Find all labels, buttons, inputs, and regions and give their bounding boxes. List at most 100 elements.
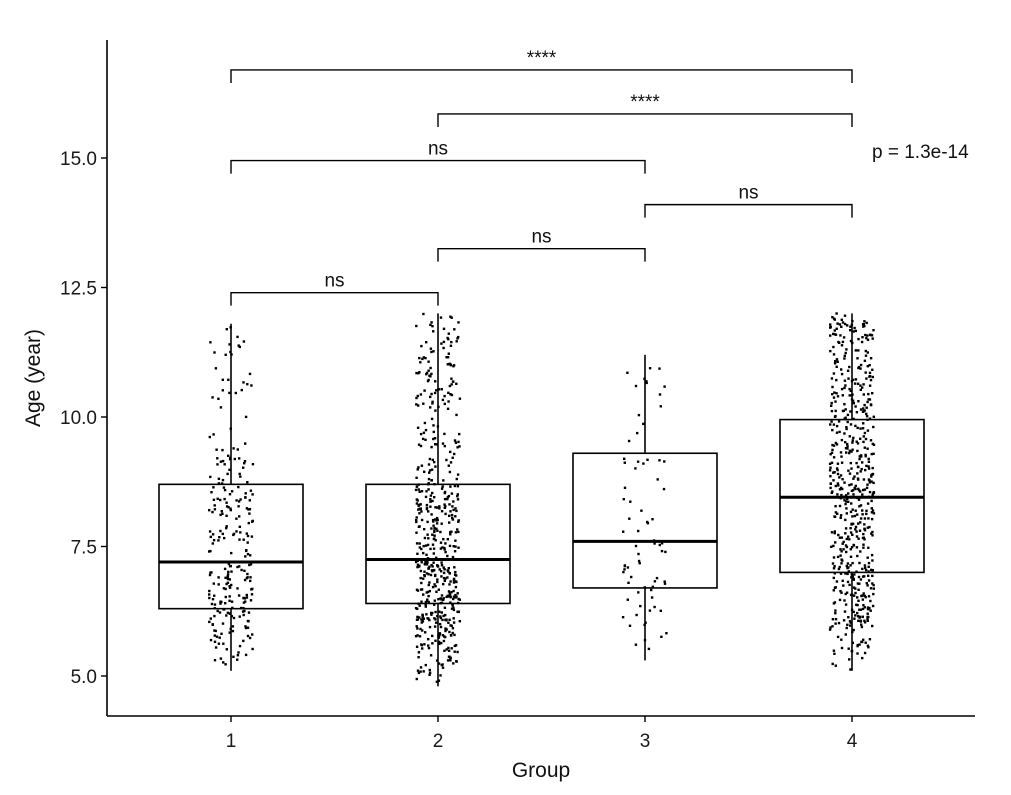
data-point bbox=[851, 515, 854, 518]
data-point bbox=[221, 389, 224, 392]
data-point bbox=[419, 627, 422, 631]
data-point bbox=[857, 498, 861, 501]
data-point bbox=[438, 505, 441, 508]
data-point bbox=[850, 546, 854, 549]
data-point bbox=[846, 420, 849, 424]
data-point bbox=[250, 535, 254, 538]
data-point bbox=[839, 516, 842, 519]
data-point bbox=[868, 479, 871, 482]
data-point bbox=[851, 522, 855, 525]
data-point bbox=[433, 603, 436, 606]
data-point bbox=[635, 613, 638, 617]
data-point bbox=[863, 606, 866, 609]
data-point bbox=[220, 482, 224, 485]
data-point bbox=[446, 356, 450, 359]
data-point bbox=[832, 576, 835, 580]
data-point bbox=[439, 541, 443, 544]
data-point bbox=[436, 578, 439, 581]
data-point bbox=[416, 669, 420, 672]
data-point bbox=[436, 529, 439, 532]
data-point bbox=[664, 550, 667, 554]
data-point bbox=[431, 325, 434, 328]
data-point bbox=[429, 500, 432, 503]
data-point bbox=[623, 568, 626, 571]
data-point bbox=[869, 587, 873, 590]
data-point bbox=[637, 413, 641, 417]
data-point bbox=[866, 429, 870, 432]
data-point bbox=[238, 345, 241, 349]
data-point bbox=[444, 505, 447, 508]
data-point bbox=[433, 526, 436, 530]
data-point bbox=[846, 413, 850, 417]
data-point bbox=[831, 448, 834, 452]
data-point bbox=[217, 477, 221, 480]
data-point bbox=[442, 479, 445, 482]
data-point bbox=[830, 531, 834, 534]
data-point bbox=[440, 342, 443, 345]
data-point bbox=[447, 400, 450, 403]
data-point bbox=[453, 633, 456, 637]
data-point bbox=[650, 596, 654, 599]
data-point bbox=[415, 542, 419, 545]
data-point bbox=[244, 653, 248, 657]
data-point bbox=[247, 521, 250, 525]
data-point bbox=[871, 509, 875, 512]
data-point bbox=[434, 465, 437, 468]
data-point bbox=[415, 588, 419, 591]
data-point bbox=[871, 574, 874, 578]
data-point bbox=[430, 527, 433, 530]
data-point bbox=[832, 372, 836, 375]
data-point bbox=[248, 512, 251, 515]
data-point bbox=[216, 457, 219, 460]
data-point bbox=[865, 412, 868, 416]
data-point bbox=[243, 460, 247, 463]
data-point bbox=[438, 622, 442, 626]
data-point bbox=[871, 492, 875, 495]
data-point bbox=[431, 518, 435, 522]
data-point bbox=[863, 529, 867, 532]
data-point bbox=[455, 340, 458, 343]
data-point bbox=[433, 529, 436, 532]
data-point bbox=[829, 475, 832, 478]
data-point bbox=[846, 324, 849, 327]
data-point bbox=[835, 580, 839, 583]
data-point bbox=[848, 483, 851, 487]
data-point bbox=[848, 658, 851, 661]
data-point bbox=[867, 615, 870, 619]
box bbox=[365, 483, 511, 605]
data-point bbox=[829, 349, 832, 353]
significance-brackets: ns ns ns ns **** **** bbox=[230, 48, 853, 306]
data-point bbox=[443, 444, 446, 448]
data-point bbox=[428, 589, 431, 593]
data-point bbox=[433, 391, 437, 395]
data-point bbox=[836, 322, 839, 325]
data-point bbox=[444, 512, 447, 516]
data-point bbox=[434, 443, 437, 446]
data-point bbox=[872, 481, 875, 485]
data-point bbox=[426, 599, 429, 602]
data-point bbox=[845, 494, 848, 497]
data-point bbox=[456, 493, 459, 496]
data-point bbox=[861, 513, 864, 516]
data-point bbox=[843, 499, 846, 502]
data-point bbox=[851, 489, 855, 492]
data-point bbox=[238, 565, 241, 568]
data-point bbox=[415, 371, 418, 375]
data-point bbox=[845, 512, 848, 515]
data-point bbox=[849, 621, 852, 624]
data-point bbox=[447, 621, 450, 624]
data-point bbox=[446, 659, 450, 662]
data-point bbox=[235, 530, 238, 533]
data-point bbox=[443, 506, 446, 509]
data-point bbox=[832, 471, 835, 474]
data-point bbox=[443, 649, 446, 652]
data-point bbox=[845, 591, 849, 594]
box bbox=[158, 483, 304, 610]
data-point bbox=[422, 670, 425, 673]
data-point bbox=[453, 550, 457, 553]
data-point bbox=[868, 481, 872, 484]
data-point bbox=[209, 535, 212, 539]
data-point bbox=[443, 568, 446, 571]
data-point bbox=[637, 552, 640, 556]
data-point bbox=[843, 403, 846, 406]
